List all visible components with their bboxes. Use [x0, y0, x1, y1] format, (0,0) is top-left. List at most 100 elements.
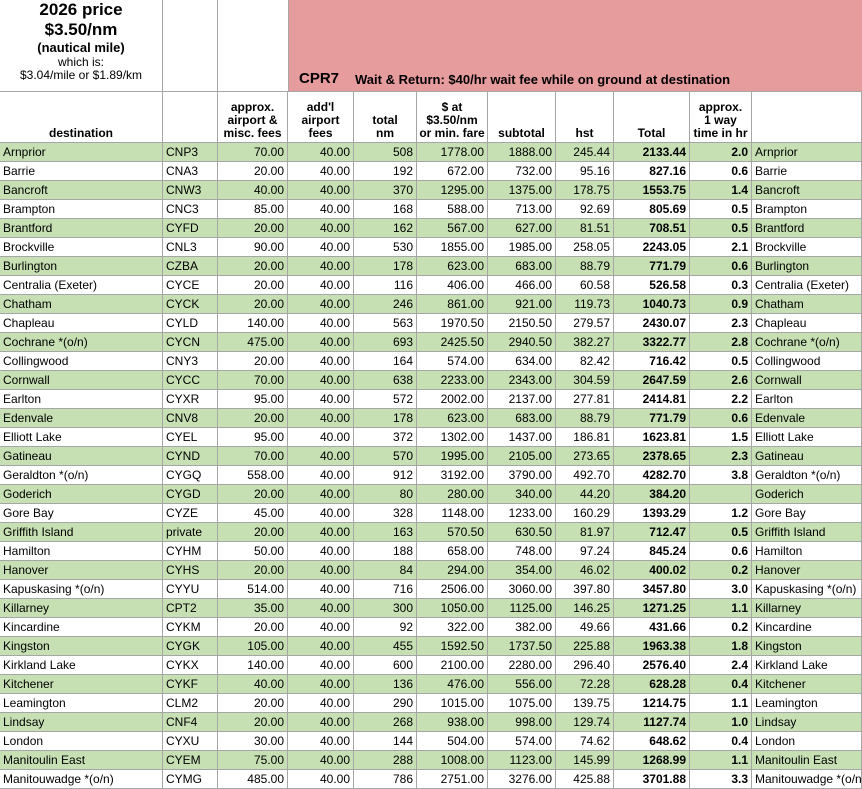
table-cell: Kirkland Lake	[0, 656, 163, 675]
table-cell: 20.00	[218, 618, 288, 637]
table-cell: Kirkland Lake	[752, 656, 862, 675]
table-cell: 92	[354, 618, 417, 637]
table-cell: 716	[354, 580, 417, 599]
table-cell: 1233.00	[488, 504, 556, 523]
table-cell: Collingwood	[0, 352, 163, 371]
header-line: add'l	[306, 100, 335, 114]
table-cell: 556.00	[488, 675, 556, 694]
table-cell: 140.00	[218, 656, 288, 675]
table-cell: Earlton	[0, 390, 163, 409]
table-cell: Gore Bay	[0, 504, 163, 523]
table-cell: 3.8	[690, 466, 752, 485]
table-cell: 60.58	[556, 276, 614, 295]
table-cell: 74.62	[556, 732, 614, 751]
header-line: total	[372, 113, 398, 127]
table-cell: 40.00	[288, 656, 354, 675]
table-cell: 475.00	[218, 333, 288, 352]
table-cell: 805.69	[614, 200, 690, 219]
table-cell: 88.79	[556, 409, 614, 428]
table-cell: 294.00	[417, 561, 488, 580]
table-cell: 845.24	[614, 542, 690, 561]
table-cell: Kapuskasing *(o/n)	[752, 580, 862, 599]
header-line: $ at	[441, 100, 463, 114]
table-cell: Cochrane *(o/n)	[752, 333, 862, 352]
table-cell: 192	[354, 162, 417, 181]
table-cell: 268	[354, 713, 417, 732]
table-cell: CYZE	[163, 504, 218, 523]
empty-cell	[163, 0, 218, 92]
table-cell: 1040.73	[614, 295, 690, 314]
table-cell: 1.1	[690, 694, 752, 713]
table-cell: Goderich	[752, 485, 862, 504]
table-cell: 921.00	[488, 295, 556, 314]
table-cell: 20.00	[218, 409, 288, 428]
header-line: fees	[308, 126, 333, 140]
table-cell: Kapuskasing *(o/n)	[0, 580, 163, 599]
table-cell: Lindsay	[752, 713, 862, 732]
table-cell: Griffith Island	[0, 523, 163, 542]
table-cell: 2100.00	[417, 656, 488, 675]
table-cell: 492.70	[556, 466, 614, 485]
table-cell: 2.6	[690, 371, 752, 390]
table-cell: CYCE	[163, 276, 218, 295]
table-cell: 40.00	[288, 352, 354, 371]
table-cell: 20.00	[218, 561, 288, 580]
table-cell: 1737.50	[488, 637, 556, 656]
header-line: hst	[575, 126, 594, 140]
table-cell: Brockville	[0, 238, 163, 257]
column-header: approx. airport & misc. fees	[218, 92, 288, 143]
table-cell: CYKF	[163, 675, 218, 694]
table-cell: 1214.75	[614, 694, 690, 713]
table-cell: 20.00	[218, 276, 288, 295]
table-cell: CPT2	[163, 599, 218, 618]
table-cell: 44.20	[556, 485, 614, 504]
table-cell: 40.00	[288, 466, 354, 485]
table-cell: 771.79	[614, 257, 690, 276]
table-cell: 693	[354, 333, 417, 352]
table-cell: 384.20	[614, 485, 690, 504]
table-cell: Goderich	[0, 485, 163, 504]
table-cell: 683.00	[488, 409, 556, 428]
table-cell: 861.00	[417, 295, 488, 314]
table-cell: 588.00	[417, 200, 488, 219]
column-header: Total	[614, 92, 690, 143]
table-cell: 514.00	[218, 580, 288, 599]
banner: CPR7 Wait & Return: $40/hr wait fee whil…	[289, 0, 862, 92]
header-line: subtotal	[498, 126, 545, 140]
table-cell: Manitoulin East	[752, 751, 862, 770]
header-line: airport	[301, 113, 340, 127]
table-cell: 280.00	[417, 485, 488, 504]
table-cell: Chapleau	[752, 314, 862, 333]
table-cell: 683.00	[488, 257, 556, 276]
header-line: Total	[637, 126, 666, 140]
table-cell: Kitchener	[752, 675, 862, 694]
table-cell: 290	[354, 694, 417, 713]
price-line: 2026 price	[39, 0, 123, 19]
table-cell: Manitouwadge *(o/n)	[0, 770, 163, 789]
table-cell: 431.66	[614, 618, 690, 637]
table-cell: Killarney	[0, 599, 163, 618]
table-cell: 40.00	[288, 694, 354, 713]
table-cell: 630.50	[488, 523, 556, 542]
table-cell: 279.57	[556, 314, 614, 333]
table-cell: 2430.07	[614, 314, 690, 333]
service-note: Wait & Return: $40/hr wait fee while on …	[355, 72, 731, 87]
table-cell: 2.8	[690, 333, 752, 352]
table-cell: 912	[354, 466, 417, 485]
table-cell: 0.5	[690, 219, 752, 238]
table-cell: 40.00	[288, 276, 354, 295]
table-cell: 1778.00	[417, 143, 488, 162]
table-cell: 40.00	[288, 295, 354, 314]
table-cell: 40.00	[218, 181, 288, 200]
table-cell: 245.44	[556, 143, 614, 162]
table-cell: Cochrane *(o/n)	[0, 333, 163, 352]
table-cell: 0.2	[690, 561, 752, 580]
table-cell: 92.69	[556, 200, 614, 219]
table-cell: Chatham	[752, 295, 862, 314]
table-cell: Kingston	[0, 637, 163, 656]
table-cell: 20.00	[218, 219, 288, 238]
table-cell: 3790.00	[488, 466, 556, 485]
table-cell: 95.00	[218, 428, 288, 447]
table-cell: 771.79	[614, 409, 690, 428]
